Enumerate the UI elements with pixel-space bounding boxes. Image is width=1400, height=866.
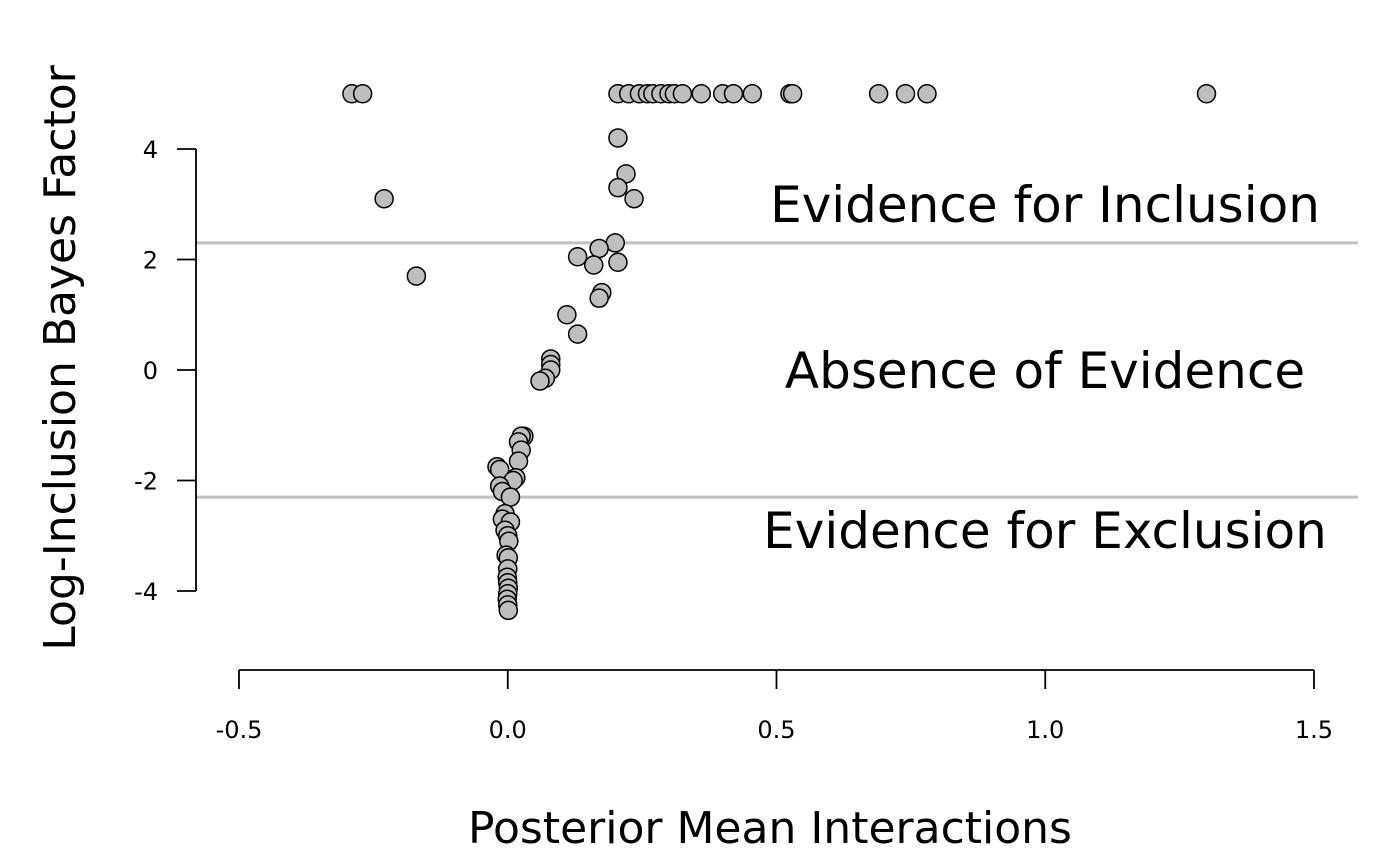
data-point (374, 188, 394, 209)
data-point (508, 451, 529, 471)
data-point (589, 288, 609, 308)
y-tick-label: 0 (143, 357, 158, 385)
threshold-lines (196, 241, 1358, 499)
data-point (608, 177, 628, 198)
data-point (500, 487, 521, 507)
data-point (723, 84, 744, 104)
data-point (691, 84, 711, 104)
y-axis-title: Log-Inclusion Bayes Factor (35, 64, 86, 650)
x-tick-label: 0.5 (757, 716, 795, 744)
data-point (608, 252, 628, 273)
axes: -0.5 0.0 0.5 1.0 1.5 -4 -2 0 2 4 (134, 136, 1333, 744)
y-tick-label: 2 (143, 247, 158, 275)
region-label-absence: Absence of Evidence (785, 342, 1305, 400)
data-point (530, 371, 550, 391)
data-point (917, 84, 937, 104)
data-point (608, 128, 628, 148)
y-tick-label: -2 (134, 468, 158, 496)
y-tick-label: 4 (143, 136, 158, 164)
data-point (557, 305, 577, 325)
data-point (589, 238, 609, 259)
x-tick-label: 0.0 (489, 716, 527, 744)
data-point (406, 266, 427, 286)
x-tick-label: 1.5 (1295, 716, 1333, 744)
data-point (742, 84, 763, 104)
y-tick-label: -4 (134, 578, 158, 606)
data-point (782, 84, 803, 104)
data-point (584, 255, 604, 275)
data-point (868, 84, 889, 104)
data-point (352, 84, 373, 104)
x-tick-label: -0.5 (216, 716, 263, 744)
x-tick-label: 1.0 (1026, 716, 1064, 744)
region-label-inclusion: Evidence for Inclusion (770, 176, 1320, 234)
data-point (567, 246, 588, 267)
region-label-exclusion: Evidence for Exclusion (763, 502, 1327, 560)
data-point (605, 233, 625, 253)
data-points (342, 84, 1217, 621)
data-point (895, 84, 916, 104)
data-point (498, 600, 519, 621)
x-axis-title: Posterior Mean Interactions (468, 803, 1072, 854)
data-point (1196, 84, 1217, 104)
data-point (624, 188, 644, 209)
data-point (567, 324, 588, 344)
data-point (672, 84, 693, 104)
